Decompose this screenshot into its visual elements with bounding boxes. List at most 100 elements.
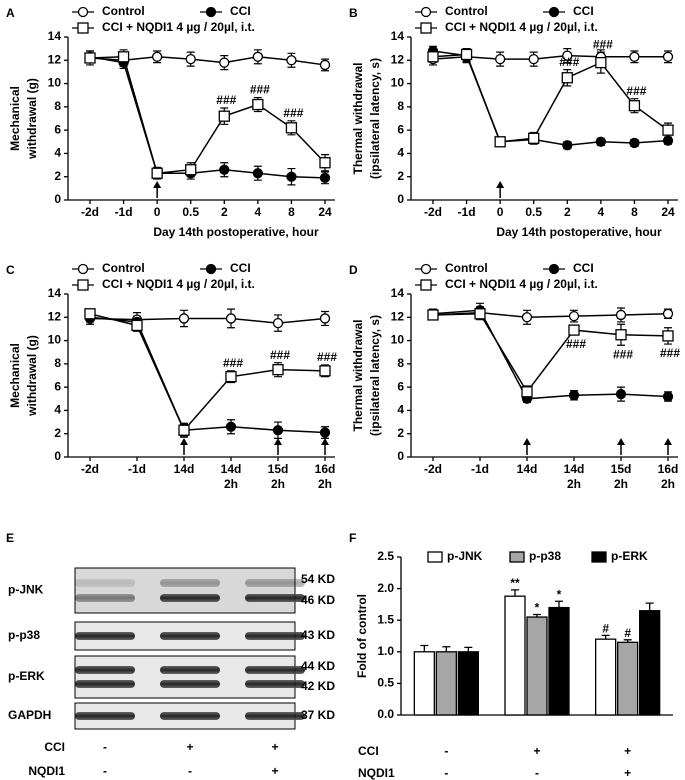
x-tick-label: 2h xyxy=(567,477,581,491)
series-line xyxy=(432,53,669,143)
blot-band xyxy=(245,579,305,587)
marker xyxy=(615,388,627,400)
marker xyxy=(185,53,196,65)
legend-label: CCI xyxy=(230,261,251,275)
legend-label: p-JNK xyxy=(447,549,483,563)
error-bar xyxy=(511,589,519,597)
y-axis-label: (ipsilateral latency, s) xyxy=(368,315,382,436)
panel-letter: B xyxy=(349,6,358,20)
blot-band xyxy=(75,666,135,674)
significance-label: # xyxy=(602,622,609,636)
blot-band xyxy=(160,594,220,602)
marker xyxy=(420,22,432,34)
y-tick-label: 14 xyxy=(48,286,62,300)
x-tick-label: 4 xyxy=(598,205,605,219)
arrow-head xyxy=(496,181,505,188)
blot-band xyxy=(160,632,220,640)
arrow-head xyxy=(321,438,329,445)
marker xyxy=(252,98,264,111)
arrow-head xyxy=(274,438,282,445)
marker xyxy=(521,312,533,323)
y-tick-label: 4 xyxy=(54,146,61,160)
y-tick-label: 2 xyxy=(397,169,404,183)
y-tick-label: 6 xyxy=(54,379,61,393)
marker xyxy=(185,164,197,176)
significance-label: ### xyxy=(626,84,646,98)
significance-label: * xyxy=(557,587,562,601)
marker xyxy=(272,364,284,376)
y-tick-label: 10 xyxy=(391,333,405,347)
y-tick-label: 8 xyxy=(54,356,61,370)
y-tick-label: 4 xyxy=(54,403,61,417)
x-tick-label: 14d xyxy=(174,462,195,476)
condition-value: - xyxy=(444,744,448,758)
marker xyxy=(629,51,640,62)
condition-value: + xyxy=(624,766,631,780)
y-tick-label: 14 xyxy=(391,286,405,300)
condition-label: NQDI1 xyxy=(358,766,395,780)
y-tick-label: 12 xyxy=(48,309,62,323)
y-axis-label: withdrawal (g) xyxy=(25,335,39,417)
blot-band xyxy=(245,632,305,640)
series-line xyxy=(432,313,669,394)
series-line xyxy=(432,311,669,319)
legend-swatch xyxy=(427,551,443,563)
marker xyxy=(548,6,560,18)
significance-label: ### xyxy=(250,83,270,97)
legend-label: Control xyxy=(445,4,488,18)
blot-band xyxy=(75,632,135,640)
marker xyxy=(568,324,580,336)
marker xyxy=(117,51,130,63)
significance-label: ### xyxy=(566,337,586,351)
error-bar xyxy=(601,634,610,640)
marker xyxy=(595,136,607,147)
arrow-head xyxy=(617,438,625,445)
legend-label: CCI xyxy=(230,4,251,18)
x-tick-label: -2d xyxy=(81,462,99,476)
error-bar xyxy=(623,639,632,643)
bar xyxy=(595,638,617,716)
condition-label: CCI xyxy=(358,744,379,758)
marker xyxy=(420,263,432,275)
significance-label: * xyxy=(535,601,540,615)
marker xyxy=(474,308,486,320)
y-axis-label: Fold of control xyxy=(355,594,369,678)
y-tick-label: 8 xyxy=(397,99,404,113)
marker xyxy=(272,317,284,329)
bar xyxy=(457,651,479,716)
y-tick-label: 10 xyxy=(391,76,405,90)
marker xyxy=(568,390,580,401)
error-bar xyxy=(442,646,451,652)
legend-label: CCI + NQDI1 4 µg / 20µl, i.t. xyxy=(445,20,598,34)
y-tick-label: 2.0 xyxy=(377,581,394,595)
marker xyxy=(662,51,674,62)
arrow-head xyxy=(523,438,531,445)
legend-label: CCI + NQDI1 4 µg / 20µl, i.t. xyxy=(102,277,255,291)
y-tick-label: 6 xyxy=(54,122,61,136)
significance-label: ### xyxy=(223,356,243,370)
blot-band xyxy=(160,712,220,720)
y-tick-label: 10 xyxy=(48,76,62,90)
x-tick-label: -2d xyxy=(424,205,442,219)
significance-label: ### xyxy=(559,55,579,69)
series-line xyxy=(432,309,669,400)
marker xyxy=(205,263,217,275)
marker xyxy=(629,137,640,149)
marker xyxy=(494,136,506,148)
legend-label: Control xyxy=(102,4,145,18)
x-tick-label: 2h xyxy=(614,477,628,491)
arrow-head xyxy=(180,438,188,445)
y-tick-label: 2 xyxy=(397,426,404,440)
marker xyxy=(568,310,580,322)
blot-box xyxy=(74,567,296,614)
x-tick-label: 14d xyxy=(517,462,538,476)
x-tick-label: -1d xyxy=(471,462,489,476)
y-tick-label: 14 xyxy=(391,29,405,43)
marker xyxy=(494,53,506,65)
y-tick-label: 10 xyxy=(48,333,62,347)
marker xyxy=(319,365,331,377)
y-tick-label: 0 xyxy=(397,192,404,206)
y-tick-label: 2 xyxy=(54,426,61,440)
y-tick-label: 0 xyxy=(54,192,61,206)
